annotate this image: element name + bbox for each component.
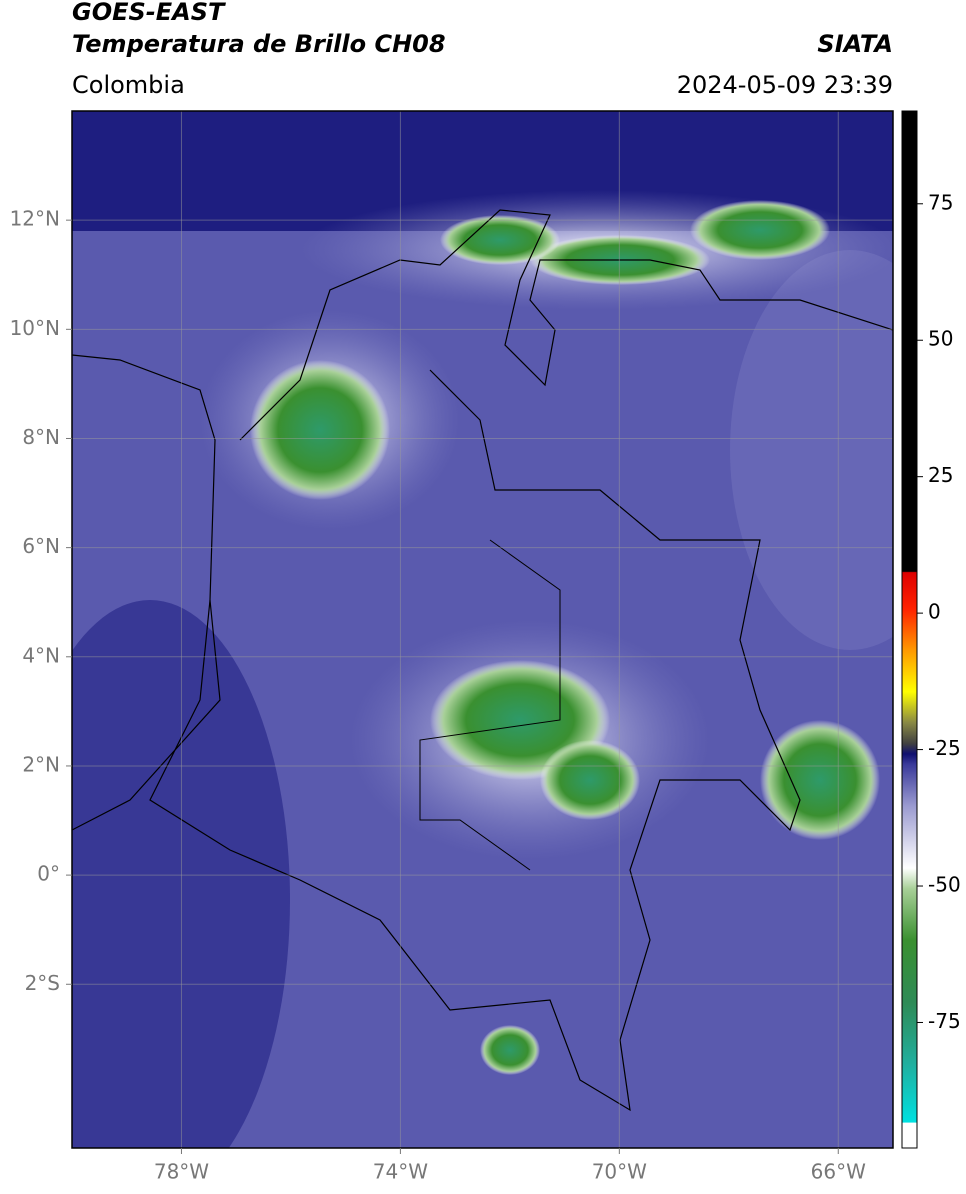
colorbar-tick-label: -50 — [928, 873, 961, 897]
map-frame — [71, 110, 894, 1149]
x-tick-label: 74°W — [373, 1160, 428, 1184]
satellite: GOES-EAST — [72, 0, 226, 26]
colorbar-tick-label: 0 — [928, 600, 941, 624]
y-tick-label: 2°S — [25, 971, 60, 995]
y-tick-label: 2°N — [22, 752, 60, 776]
satellite-image — [72, 111, 893, 1148]
y-tick-label: 12°N — [10, 207, 60, 231]
y-tick-label: 8°N — [22, 425, 60, 449]
colorbar-tick-label: -25 — [928, 736, 961, 760]
product: Temperatura de Brillo CH08 — [72, 30, 446, 58]
y-tick-label: 4°N — [22, 643, 60, 667]
colorbar-tick-label: 75 — [928, 190, 953, 214]
x-tick-label: 66°W — [811, 1160, 866, 1184]
y-tick-label: 6°N — [22, 534, 60, 558]
region: Colombia — [72, 71, 185, 99]
source: SIATA — [817, 30, 893, 58]
colorbar — [901, 110, 918, 1149]
colorbar-tick-label: -75 — [928, 1009, 961, 1033]
x-tick-label: 78°W — [154, 1160, 209, 1184]
colorbar-tick-label: 25 — [928, 463, 953, 487]
y-tick-label: 0° — [37, 862, 60, 886]
colorbar-tick-label: 50 — [928, 327, 953, 351]
x-tick-label: 70°W — [592, 1160, 647, 1184]
datetime: 2024-05-09 23:39 — [677, 71, 893, 99]
y-tick-label: 10°N — [10, 316, 60, 340]
